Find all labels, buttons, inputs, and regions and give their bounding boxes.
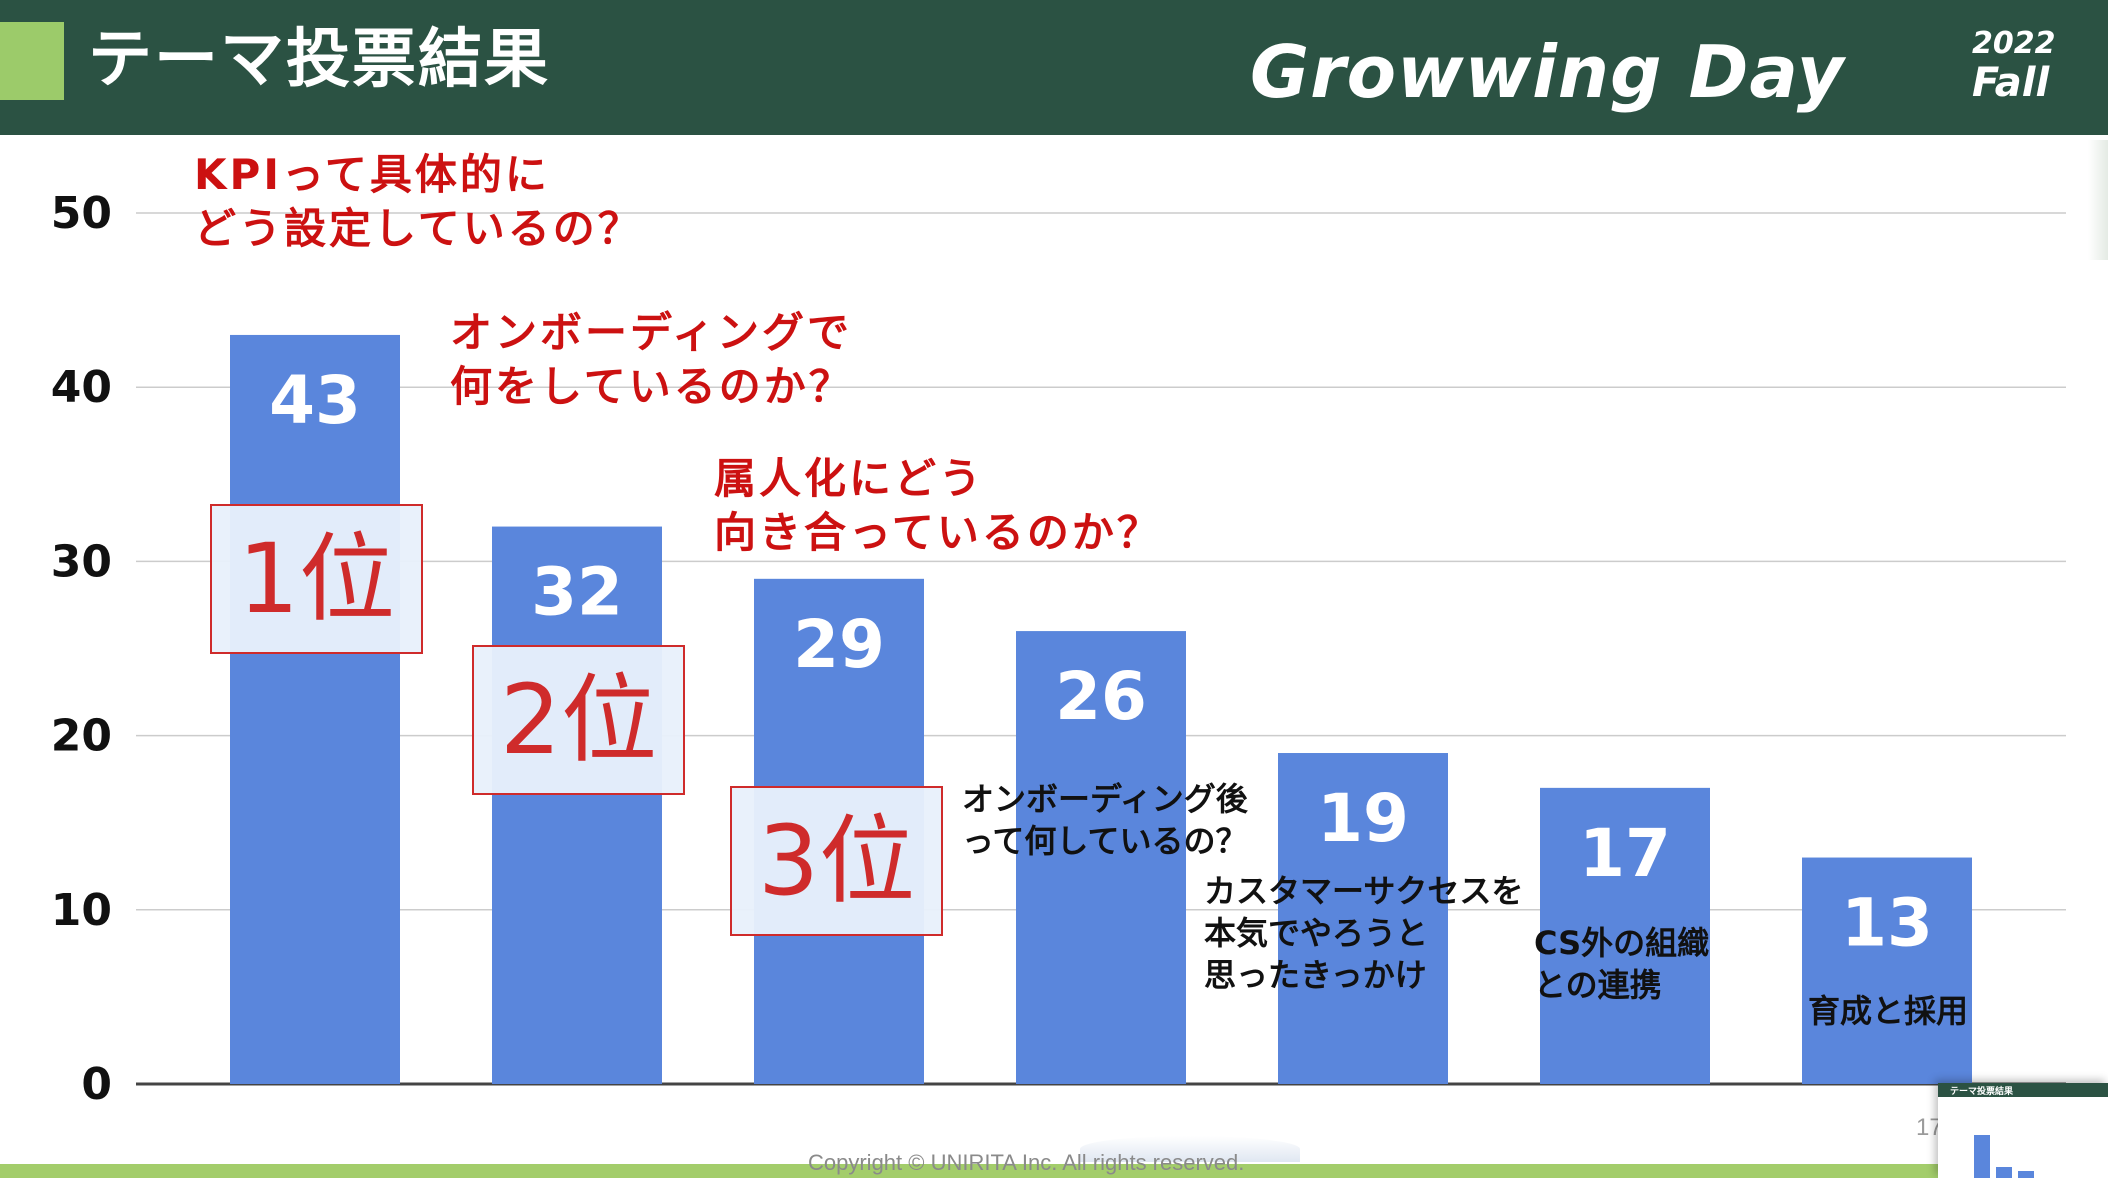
- brand-year: 2022: [1972, 26, 2056, 61]
- data-label-6: 17: [1579, 815, 1671, 892]
- y-tick-label: 40: [51, 362, 112, 413]
- data-label-4: 26: [1055, 658, 1147, 735]
- copyright-text: Copyright © UNIRITA Inc. All rights rese…: [808, 1150, 1245, 1175]
- data-label-2: 32: [531, 554, 623, 631]
- brand-season: Fall: [1972, 60, 2050, 106]
- annotation-bar-6: CS外の組織 との連携: [1534, 924, 1710, 1004]
- decorative-stripe: [2088, 140, 2108, 260]
- bar-5: [1278, 753, 1448, 1084]
- annotation-bar-7: 育成と採用: [1808, 992, 1969, 1030]
- rank-3-box: 3位: [730, 786, 943, 936]
- thumbnail-title: テーマ投票結果: [1950, 1087, 2014, 1097]
- bar-7: [1802, 857, 1972, 1084]
- y-tick-label: 20: [51, 711, 112, 762]
- data-label-5: 19: [1317, 780, 1409, 857]
- footer-shade: [1080, 1136, 1300, 1162]
- bar-2: [492, 526, 662, 1084]
- thumbnail-bar: [1974, 1135, 1990, 1178]
- rank-1-box: 1位: [210, 504, 423, 654]
- y-tick-label: 50: [51, 188, 112, 239]
- rank-2-box: 2位: [472, 645, 685, 795]
- bar-1: [230, 334, 400, 1084]
- data-label-1: 43: [269, 362, 361, 439]
- header-bar: テーマ投票結果 Growwing Day 2022 Fall: [0, 0, 2108, 135]
- bar-4: [1016, 631, 1186, 1084]
- slide-thumbnail[interactable]: テーマ投票結果: [1938, 1083, 2108, 1178]
- y-tick-label: 0: [81, 1059, 112, 1110]
- annotation-bar-3: 属人化にどう 向き合っているのか？: [714, 454, 1162, 557]
- annotation-bar-1: KPIって具体的に どう設定しているの？: [194, 150, 643, 253]
- data-label-7: 13: [1841, 885, 1933, 962]
- annotation-bar-5: カスタマーサクセスを 本気でやろうと 思ったきっかけ: [1204, 872, 1524, 994]
- data-label-3: 29: [793, 606, 885, 683]
- page-title: テーマ投票結果: [88, 23, 550, 97]
- thumbnail-bar: [2018, 1171, 2034, 1178]
- header-accent-block: [0, 22, 64, 100]
- thumbnail-bar: [1996, 1167, 2012, 1178]
- annotation-bar-4: オンボーディング後 って何しているの？: [962, 780, 1248, 860]
- y-tick-label: 10: [51, 885, 112, 936]
- annotation-bar-2: オンボーディングで 何をしているのか？: [450, 308, 854, 411]
- y-tick-label: 30: [51, 536, 112, 587]
- brand-logo: Growwing Day 2022 Fall: [1250, 24, 2090, 114]
- bar-6: [1540, 787, 1710, 1084]
- brand-name: Growwing Day: [1250, 30, 1845, 114]
- thumbnail-header: テーマ投票結果: [1938, 1083, 2108, 1097]
- footer-bar: [0, 1164, 2108, 1178]
